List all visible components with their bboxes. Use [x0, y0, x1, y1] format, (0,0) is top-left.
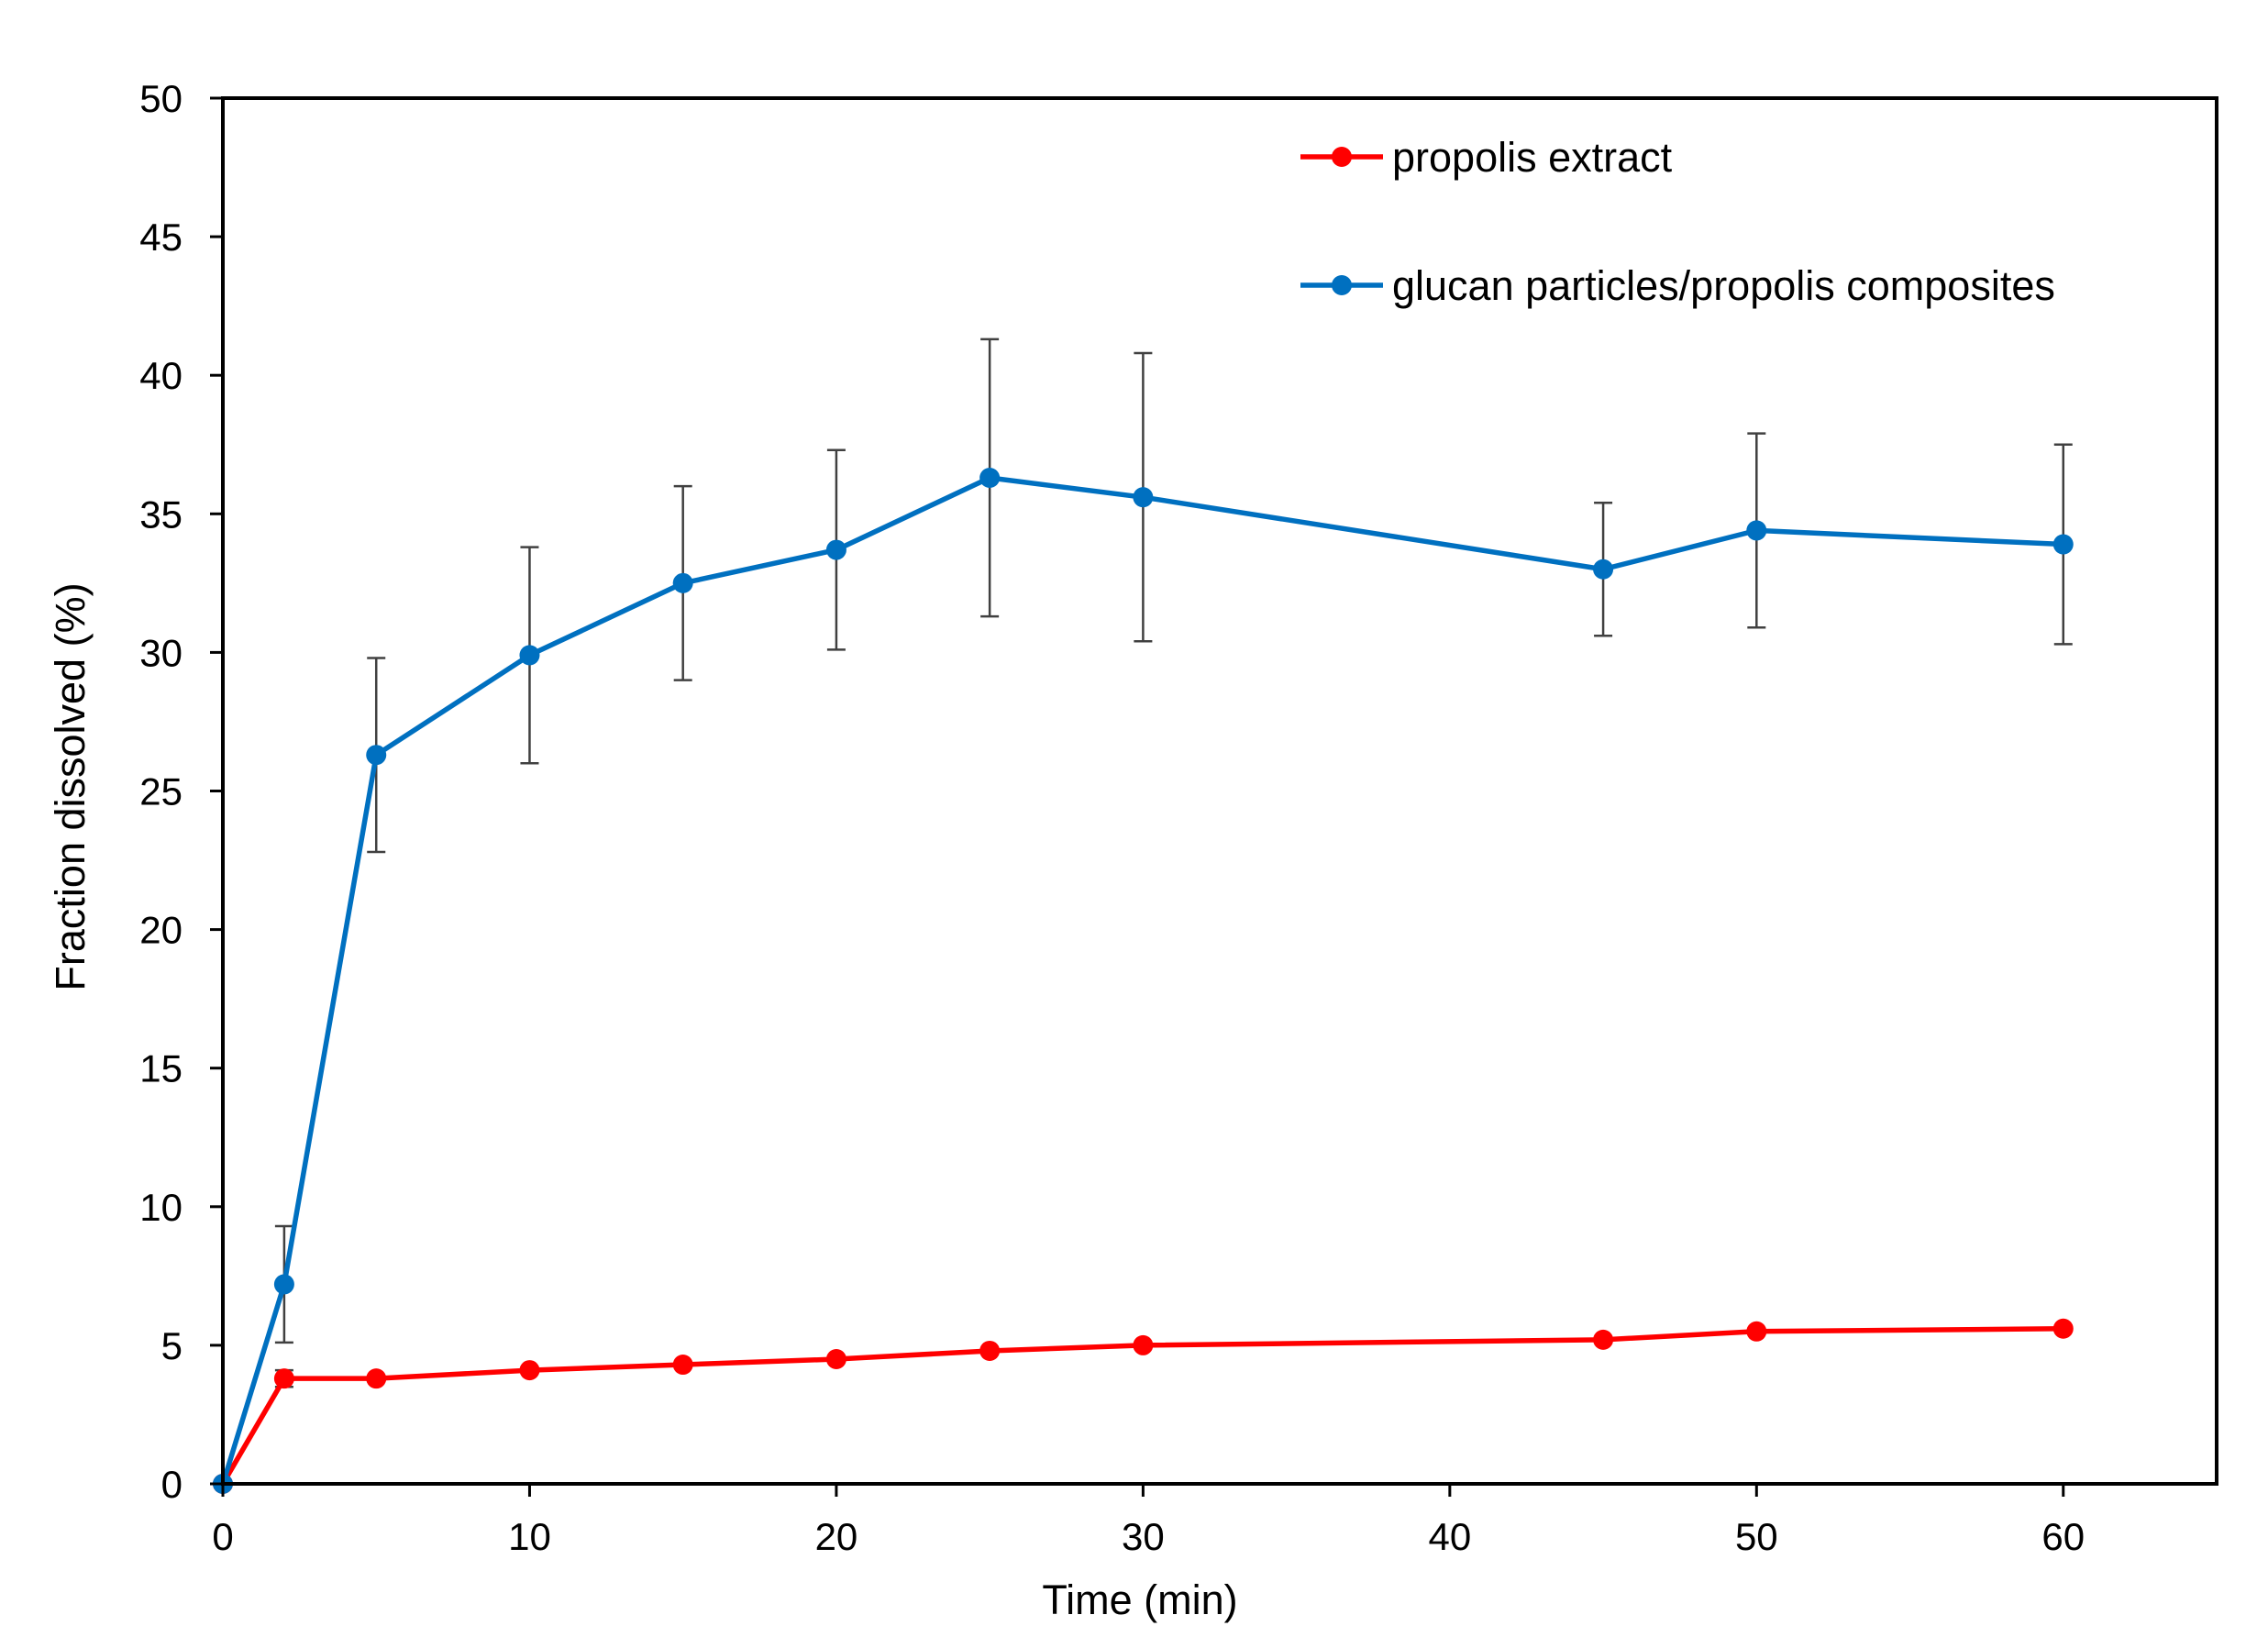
legend-marker: [1332, 147, 1352, 167]
data-point: [1746, 520, 1767, 541]
legend-label: propolis extract: [1392, 134, 1673, 181]
data-point: [273, 1274, 294, 1295]
data-point: [825, 1349, 846, 1370]
data-point: [519, 645, 540, 666]
data-point: [1593, 1329, 1614, 1350]
y-tick-label: 0: [161, 1463, 183, 1506]
data-point: [519, 1360, 540, 1381]
data-point: [672, 572, 693, 593]
data-point: [1746, 1321, 1767, 1342]
y-tick-label: 45: [139, 216, 183, 259]
x-tick-label: 30: [1122, 1515, 1165, 1558]
y-tick-label: 5: [161, 1324, 183, 1367]
data-points: [213, 468, 2074, 1494]
y-axis-ticks: 0 5 10 15 20 25 30 35 40 45 50: [139, 77, 223, 1506]
data-point: [1133, 487, 1154, 508]
x-tick-label: 40: [1428, 1515, 1471, 1558]
data-point: [2052, 534, 2074, 555]
data-point: [1133, 1334, 1154, 1355]
y-tick-label: 15: [139, 1047, 183, 1090]
y-tick-label: 20: [139, 909, 183, 952]
data-point: [979, 1340, 1001, 1361]
x-axis-ticks: 0 10 20 30 40 50 60: [212, 1484, 2085, 1558]
x-tick-label: 50: [1735, 1515, 1778, 1558]
data-point: [366, 1368, 387, 1389]
legend-label: glucan particles/propolis composites: [1392, 262, 2055, 309]
x-tick-label: 10: [508, 1515, 551, 1558]
data-point: [672, 1355, 693, 1376]
y-tick-label: 10: [139, 1186, 183, 1229]
x-tick-label: 20: [815, 1515, 858, 1558]
x-axis-title: Time (min): [1042, 1576, 1237, 1623]
data-point: [1593, 559, 1614, 580]
data-point: [366, 745, 387, 766]
data-point: [825, 539, 846, 560]
y-tick-label: 35: [139, 492, 183, 536]
data-point: [979, 468, 1001, 489]
y-tick-label: 50: [139, 77, 183, 120]
y-tick-label: 30: [139, 631, 183, 674]
legend-marker: [1332, 275, 1352, 295]
x-tick-label: 60: [2041, 1515, 2085, 1558]
y-tick-label: 40: [139, 354, 183, 397]
y-tick-label: 25: [139, 770, 183, 813]
data-point: [273, 1368, 294, 1389]
x-tick-label: 0: [212, 1515, 233, 1558]
data-point: [2052, 1318, 2074, 1339]
y-axis-title: Fraction dissolved (%): [47, 582, 94, 990]
legend: propolis extract glucan particles/propoli…: [1300, 134, 2055, 309]
